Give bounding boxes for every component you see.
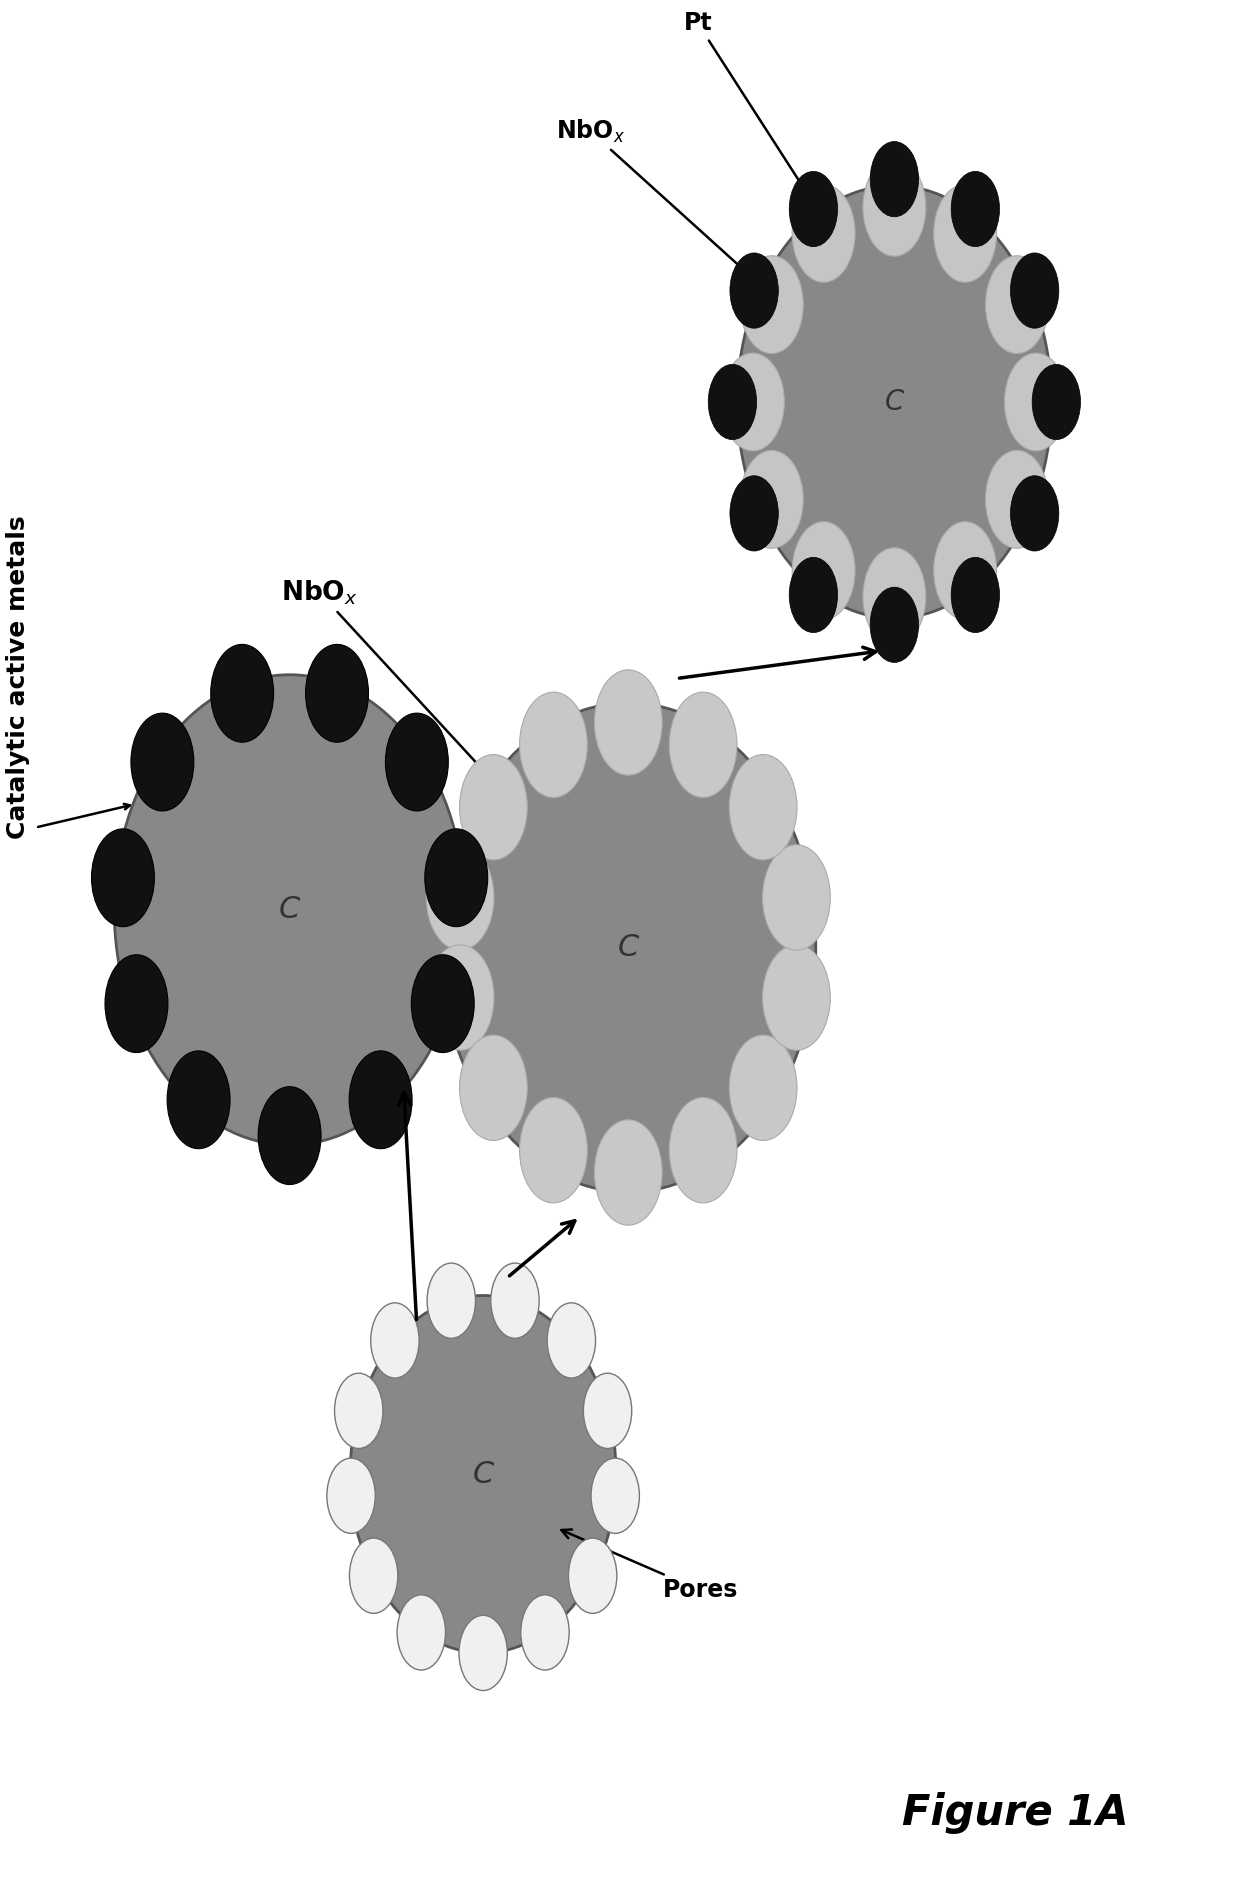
Circle shape [335,1374,383,1448]
Circle shape [412,955,474,1052]
Text: C: C [472,1459,494,1489]
Text: C: C [884,388,904,417]
Circle shape [740,256,804,354]
Circle shape [591,1457,640,1533]
Circle shape [520,692,588,798]
Ellipse shape [350,1296,616,1652]
Circle shape [863,159,926,256]
Circle shape [670,1097,737,1203]
Circle shape [568,1539,616,1613]
Text: NbO$_x$: NbO$_x$ [281,578,490,777]
Circle shape [594,669,662,775]
Ellipse shape [114,675,465,1145]
Circle shape [167,1052,231,1148]
Circle shape [1011,252,1059,328]
Circle shape [427,946,494,1050]
Circle shape [131,713,193,811]
Circle shape [105,955,167,1052]
Circle shape [986,451,1048,548]
Circle shape [729,1035,797,1141]
Circle shape [763,946,831,1050]
Ellipse shape [440,703,816,1192]
Circle shape [789,557,837,633]
Circle shape [934,184,997,282]
Ellipse shape [737,186,1052,618]
Circle shape [521,1596,569,1669]
Circle shape [863,548,926,646]
Circle shape [951,557,999,633]
Circle shape [670,692,737,798]
Circle shape [986,256,1048,354]
Circle shape [258,1086,321,1184]
Text: C: C [279,894,300,925]
Circle shape [870,587,919,663]
Text: Pt: Pt [683,11,816,207]
Circle shape [397,1596,445,1669]
Circle shape [305,644,368,743]
Text: C: C [618,932,639,963]
Circle shape [730,252,779,328]
Text: NbO$_x$: NbO$_x$ [557,117,761,286]
Circle shape [951,171,999,246]
Circle shape [870,142,919,216]
Circle shape [371,1304,419,1378]
Circle shape [92,828,155,927]
Circle shape [583,1374,631,1448]
Circle shape [1011,476,1059,551]
Circle shape [763,845,831,949]
Circle shape [460,1035,527,1141]
Circle shape [789,171,837,246]
Circle shape [460,754,527,860]
Circle shape [427,845,494,949]
Circle shape [386,713,449,811]
Circle shape [792,184,856,282]
Circle shape [934,521,997,620]
Circle shape [327,1457,376,1533]
Circle shape [729,754,797,860]
Circle shape [547,1304,595,1378]
Text: Catalytic active metals: Catalytic active metals [6,515,30,839]
Circle shape [1032,364,1080,440]
Circle shape [594,1120,662,1226]
Circle shape [491,1264,539,1338]
Circle shape [520,1097,588,1203]
Circle shape [740,451,804,548]
Circle shape [425,828,487,927]
Circle shape [792,521,856,620]
Circle shape [722,352,785,451]
Text: Pores: Pores [562,1529,738,1603]
Text: Figure 1A: Figure 1A [901,1793,1128,1834]
Circle shape [427,1264,475,1338]
Circle shape [459,1615,507,1690]
Circle shape [708,364,756,440]
Circle shape [730,476,779,551]
Circle shape [211,644,274,743]
Circle shape [350,1052,412,1148]
Circle shape [350,1539,398,1613]
Circle shape [1004,352,1068,451]
